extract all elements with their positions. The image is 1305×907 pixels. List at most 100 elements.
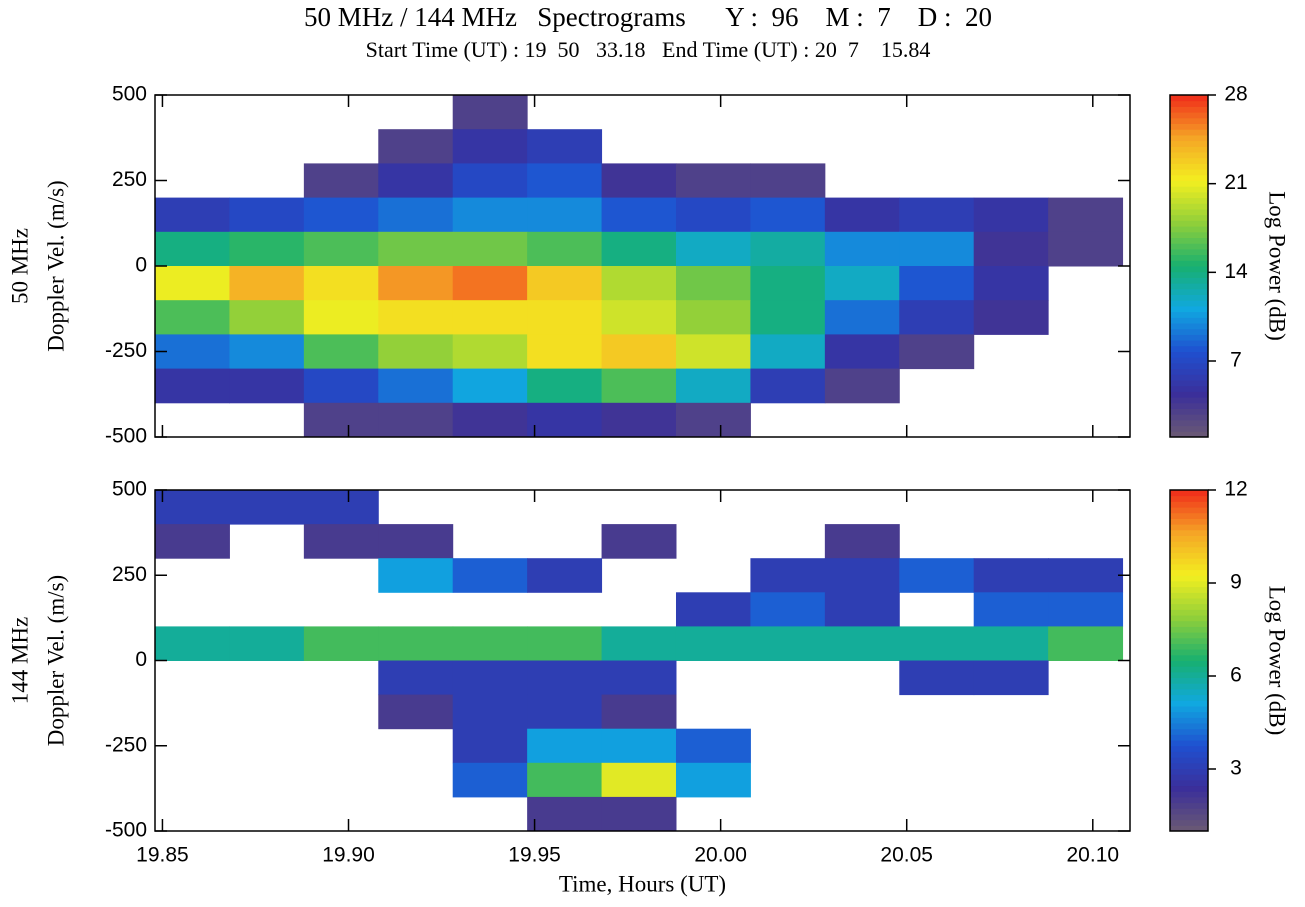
heatmap-cell: [527, 728, 603, 764]
heatmap-cell: [675, 334, 751, 370]
colorbar-segment: [1170, 345, 1208, 352]
heatmap-cell: [527, 231, 603, 267]
heatmap-cell: [378, 368, 454, 404]
colorbar-segment: [1170, 186, 1208, 193]
colorbar-segment: [1170, 535, 1208, 542]
heatmap-cell: [750, 300, 826, 335]
heatmap-cell: [601, 694, 677, 730]
colorbar-segment: [1170, 248, 1208, 256]
colorbar-segment: [1170, 231, 1208, 238]
colorbar-segment: [1170, 677, 1208, 684]
y-tick-label: 500: [112, 478, 147, 501]
colorbar-segment: [1170, 305, 1208, 313]
heatmap-cell: [750, 231, 826, 267]
colorbar-segment: [1170, 112, 1208, 119]
colorbar-segment: [1170, 563, 1208, 571]
panel-label: 50 MHz: [7, 228, 32, 304]
heatmap-cell: [601, 660, 677, 696]
colorbar-segment: [1170, 580, 1208, 588]
colorbar-segment: [1170, 546, 1208, 554]
heatmap-cell: [1048, 558, 1124, 593]
colorbar-tick-label: 7: [1230, 349, 1242, 372]
colorbar-tick-label: 6: [1230, 664, 1242, 687]
colorbar-segment: [1170, 157, 1208, 164]
heatmap-cell: [155, 300, 230, 335]
heatmap-cell: [1048, 626, 1124, 661]
heatmap-cell: [378, 694, 454, 730]
colorbar-segment: [1170, 123, 1208, 130]
colorbar-segment: [1170, 214, 1208, 221]
heatmap-cell: [899, 300, 975, 335]
x-tick-label: 20.00: [694, 844, 747, 867]
colorbar-tick-label: 3: [1230, 757, 1242, 780]
y-tick-label: 250: [112, 168, 147, 191]
heatmap-cell: [899, 558, 975, 593]
colorbar-segment: [1170, 169, 1208, 176]
heatmap-cell: [899, 660, 975, 696]
heatmap-cell: [378, 402, 454, 438]
colorbar-segment: [1170, 490, 1208, 497]
colorbar-segment: [1170, 397, 1208, 404]
heatmap-cell: [899, 334, 975, 370]
colorbar-segment: [1170, 294, 1208, 301]
x-axis-label: Time, Hours (UT): [559, 871, 726, 896]
colorbar-tick-label: 12: [1224, 478, 1247, 501]
colorbar-segment: [1170, 700, 1208, 707]
colorbar-segment: [1170, 694, 1208, 701]
y-tick-label: -500: [105, 425, 147, 448]
heatmap-cell: [973, 266, 1049, 301]
heatmap-cell: [229, 300, 305, 335]
heatmap-cell: [675, 197, 751, 233]
chart-subtitle: Start Time (UT) : 19 50 33.18 End Time (…: [366, 37, 931, 62]
colorbar-segment: [1170, 283, 1208, 290]
y-tick-label: -250: [105, 733, 147, 756]
heatmap-cell: [601, 524, 677, 559]
heatmap-cell: [303, 402, 379, 438]
heatmap-cell: [824, 524, 900, 559]
heatmap-cell: [824, 266, 900, 301]
colorbar-segment: [1170, 140, 1208, 147]
heatmap-cell: [452, 266, 528, 301]
colorbar-segment: [1170, 100, 1208, 107]
colorbar-segment: [1170, 671, 1208, 679]
heatmap-cell: [601, 163, 677, 199]
colorbar-segment: [1170, 717, 1208, 724]
colorbar-segment: [1170, 734, 1208, 741]
colorbar-segment: [1170, 711, 1208, 718]
y-tick-label: -250: [105, 339, 147, 362]
heatmap-cell: [601, 402, 677, 438]
heatmap-cell: [155, 626, 230, 661]
colorbar-segment: [1170, 541, 1208, 548]
heatmap-cell: [452, 660, 528, 696]
colorbar-segment: [1170, 197, 1208, 204]
colorbar-segment: [1170, 266, 1208, 273]
heatmap-cell: [601, 266, 677, 301]
heatmap-cell: [1048, 231, 1124, 267]
heatmap-cell: [452, 694, 528, 730]
colorbar-segment: [1170, 796, 1208, 804]
colorbar-segment: [1170, 402, 1208, 409]
heatmap-cell: [155, 368, 230, 404]
heatmap-cell: [824, 197, 900, 233]
heatmap-cell: [824, 334, 900, 370]
heatmap-cell: [378, 231, 454, 267]
colorbar-segment: [1170, 277, 1208, 284]
colorbar-segment: [1170, 220, 1208, 227]
heatmap-cell: [675, 266, 751, 301]
heatmap-cell: [601, 796, 677, 832]
heatmap-cell: [824, 592, 900, 627]
heatmap-cell: [155, 334, 230, 370]
colorbar-segment: [1170, 180, 1208, 187]
colorbar-segment: [1170, 419, 1208, 427]
colorbar-tick-label: 9: [1230, 571, 1242, 594]
heatmap-cell: [527, 266, 603, 301]
heatmap-cell: [824, 558, 900, 593]
heatmap-cell: [750, 163, 826, 199]
colorbar-segment: [1170, 385, 1208, 392]
y-tick-label: 500: [112, 83, 147, 106]
heatmap-cell: [675, 762, 751, 798]
colorbar-segment: [1170, 243, 1208, 250]
heatmap-cell: [750, 558, 826, 593]
heatmap-cell: [155, 197, 230, 233]
colorbar-segment: [1170, 203, 1208, 210]
